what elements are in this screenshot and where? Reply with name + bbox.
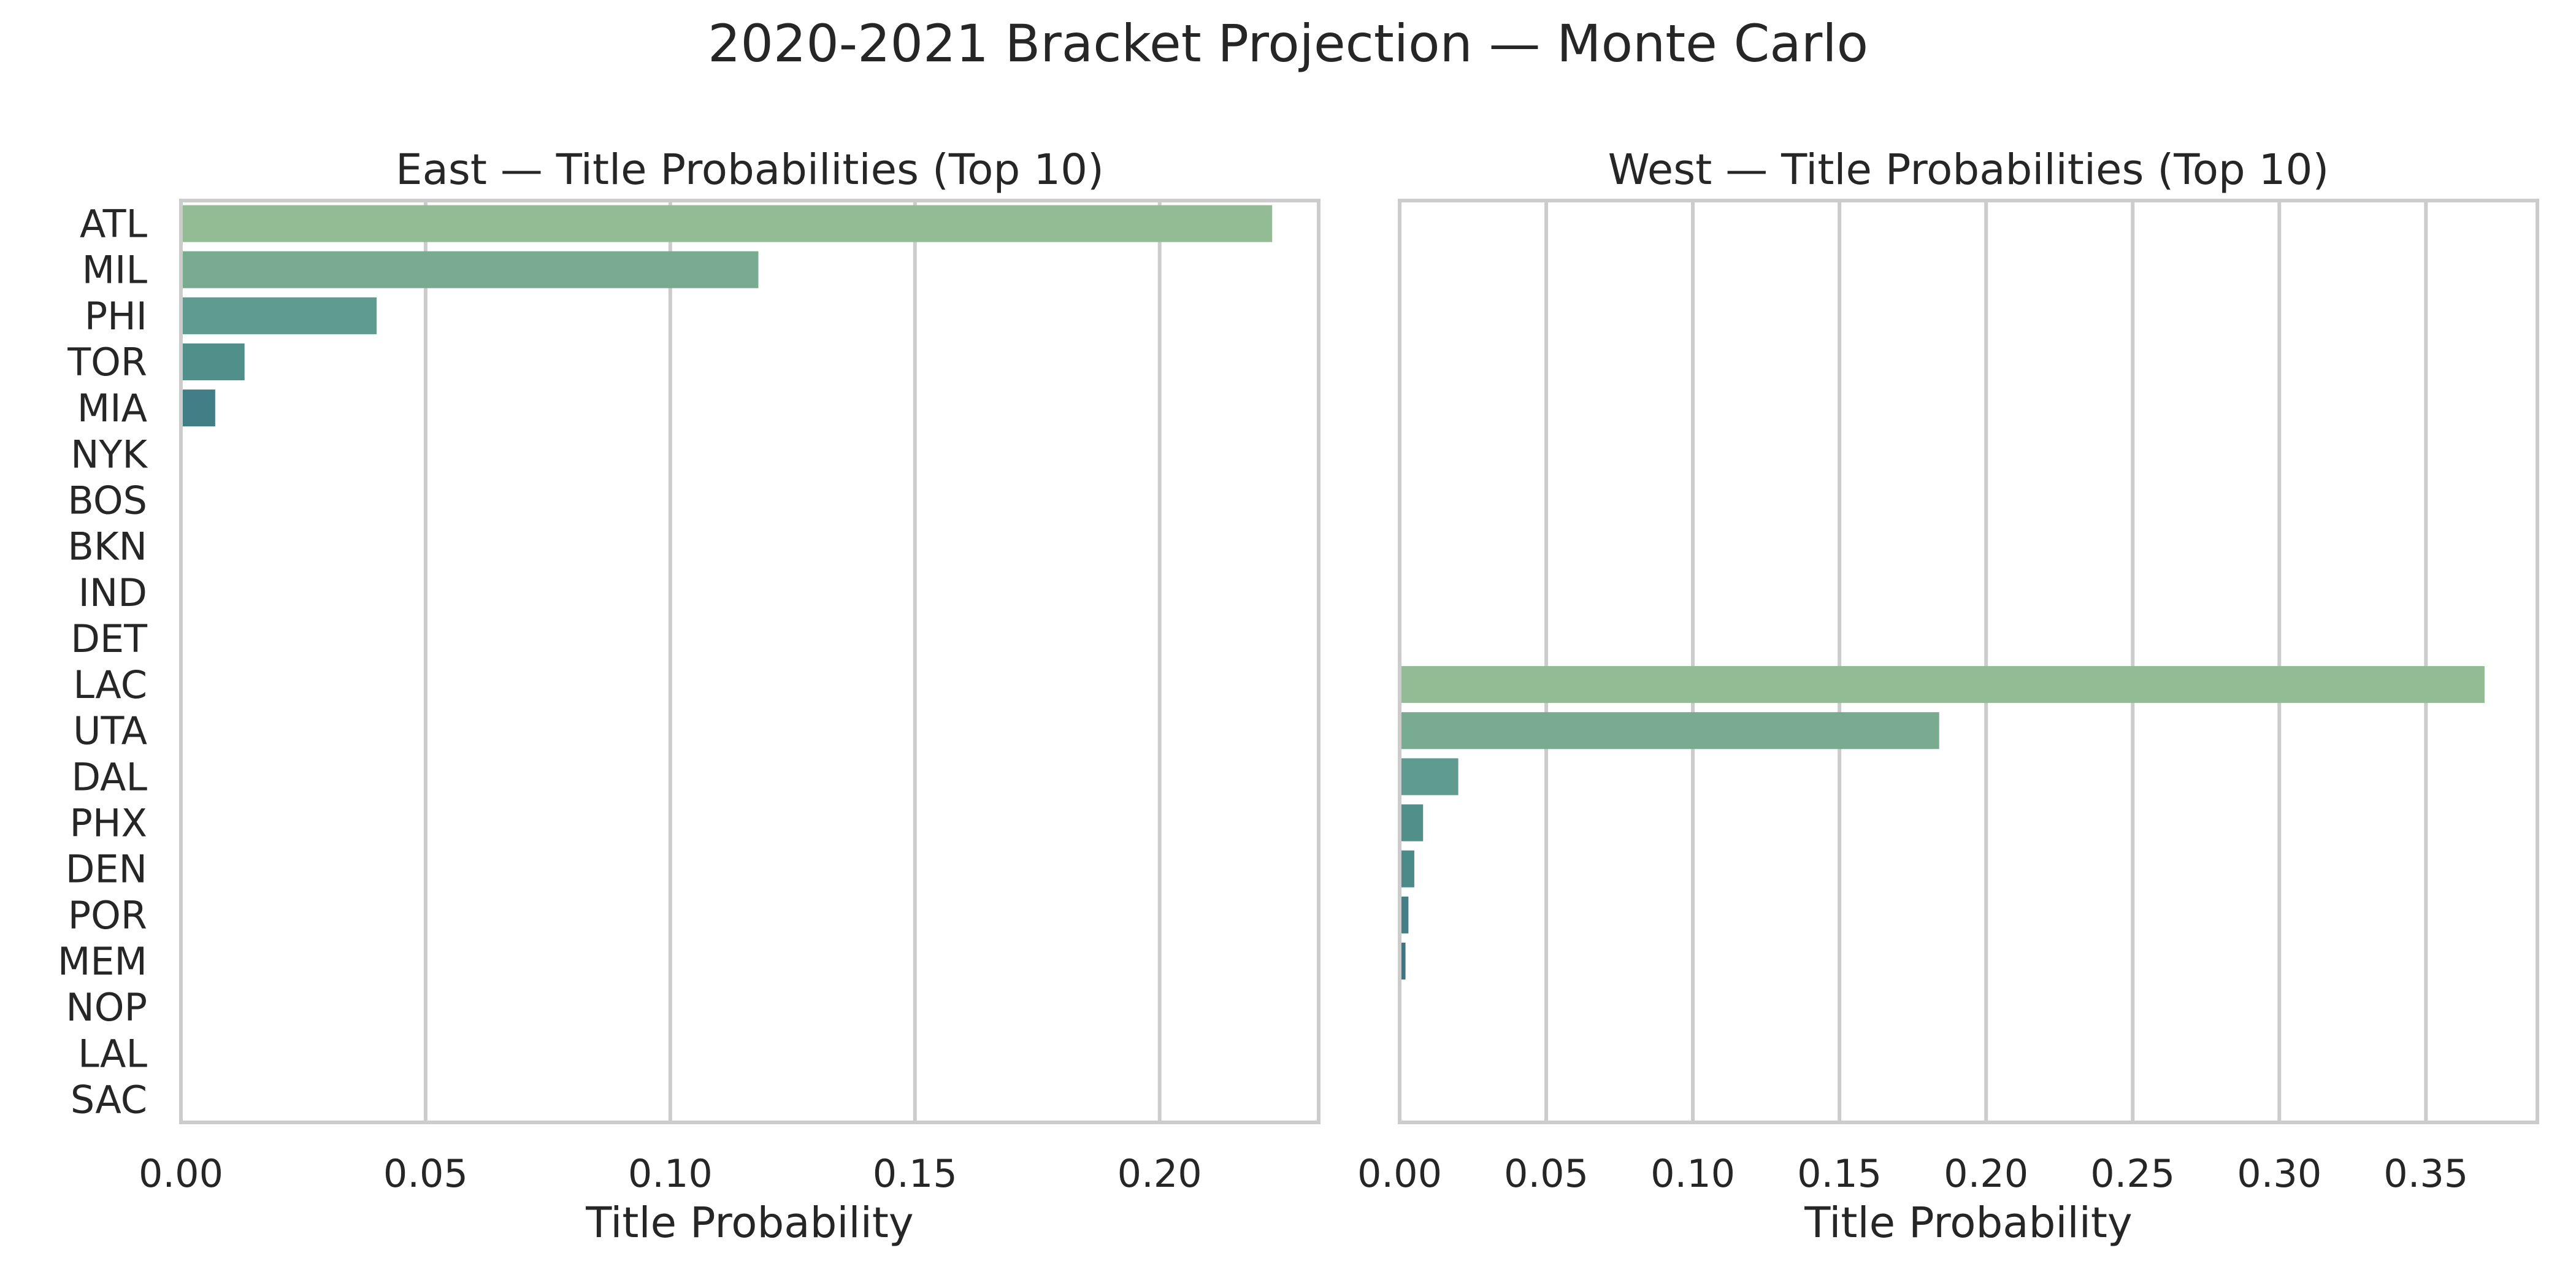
y-tick-label-atl: ATL (80, 202, 147, 247)
west-panel-title: West — Title Probabilities (Top 10) (1608, 145, 2329, 194)
east-bar-mia (181, 389, 215, 427)
west-x-tick-label: 0.10 (1650, 1151, 1735, 1196)
y-tick-label-mia: MIA (77, 386, 147, 431)
east-x-axis-label: Title Probability (585, 1198, 914, 1248)
y-tick-label-uta: UTA (73, 708, 147, 753)
y-tick-label-mil: MIL (82, 248, 148, 293)
west-panel: West — Title Probabilities (Top 10) 0.00 0… (1357, 145, 2539, 1248)
y-tick-label-por: POR (68, 893, 147, 938)
y-tick-label-bkn: BKN (67, 524, 147, 569)
east-x-tick-label: 0.15 (873, 1151, 957, 1196)
y-tick-label-det: DET (71, 616, 148, 661)
y-tick-label-sac: SAC (71, 1077, 147, 1122)
y-tick-label-bos: BOS (67, 478, 147, 523)
west-x-tick-label: 0.05 (1504, 1151, 1589, 1196)
east-panel: East — Title Probabilities (Top 10) 0.00 0… (58, 145, 1321, 1248)
west-x-tick-label: 0.30 (2237, 1151, 2321, 1196)
west-x-tick-label: 0.35 (2383, 1151, 2468, 1196)
east-bar-phi (181, 297, 377, 334)
west-x-tick-label: 0.15 (1797, 1151, 1882, 1196)
y-tick-label-nop: NOP (66, 985, 147, 1030)
west-bar-uta (1400, 712, 1939, 749)
y-tick-label-phx: PHX (70, 801, 147, 846)
y-tick-label-dal: DAL (71, 754, 147, 799)
y-tick-label-mem: MEM (58, 939, 147, 984)
west-x-tick-label: 0.20 (1944, 1151, 2028, 1196)
west-bar-dal (1400, 758, 1459, 795)
y-tick-label-den: DEN (66, 847, 147, 892)
east-x-tick-label: 0.05 (383, 1151, 468, 1196)
east-bar-mil (181, 251, 759, 288)
y-tick-label-lal: LAL (78, 1031, 147, 1076)
east-x-tick-label: 0.00 (139, 1151, 223, 1196)
y-tick-label-phi: PHI (85, 294, 147, 339)
figure-title: 2020-2021 Bracket Projection — Monte Car… (708, 13, 1868, 74)
west-x-tick-label: 0.25 (2090, 1151, 2175, 1196)
east-plot-frame (179, 199, 1321, 1124)
west-bar-phx (1400, 804, 1424, 841)
y-tick-label-tor: TOR (67, 340, 147, 385)
west-bar-por (1400, 896, 1409, 933)
y-tick-label-ind: IND (79, 570, 147, 615)
west-plot-frame (1398, 199, 2539, 1124)
west-x-axis-label: Title Probability (1804, 1198, 2133, 1248)
y-tick-label-lac: LAC (73, 662, 147, 707)
east-x-tick-label: 0.10 (628, 1151, 713, 1196)
west-bar-lac (1400, 666, 2485, 703)
west-bar-den (1400, 850, 1414, 887)
east-bar-tor (181, 343, 245, 381)
east-x-tick-label: 0.20 (1117, 1151, 1202, 1196)
west-bar-mem (1400, 942, 1406, 980)
east-bar-atl (181, 205, 1273, 242)
y-tick-label-nyk: NYK (71, 432, 148, 477)
east-panel-title: East — Title Probabilities (Top 10) (396, 145, 1104, 194)
west-x-tick-label: 0.00 (1357, 1151, 1442, 1196)
